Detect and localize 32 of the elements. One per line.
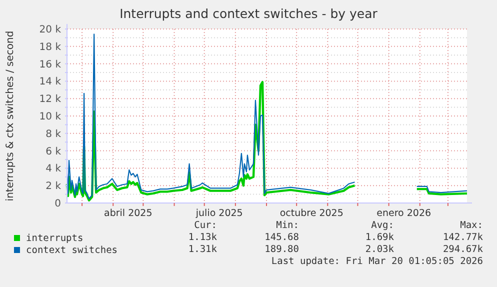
y-tick-label: 16 k	[39, 59, 62, 70]
chart-title: Interrupts and context switches - by year	[120, 6, 378, 21]
text: 1.69k	[365, 232, 394, 243]
x-tick-label: enero 2026	[376, 208, 432, 219]
text: 189.80	[264, 244, 300, 255]
legend-label: interrupts	[26, 233, 84, 244]
y-tick-label: 12 k	[39, 94, 62, 106]
y-tick-label: 20 k	[39, 24, 62, 36]
y-tick-label: 10 k	[39, 112, 62, 122]
x-tick-label: julio 2025	[194, 208, 243, 219]
legend-label: context switches	[26, 245, 118, 256]
y-tick-label: 0	[54, 198, 61, 210]
x-tick-label: octubre 2025	[280, 208, 344, 219]
y-tick-label: 2 k	[46, 181, 62, 192]
text: 1.31k	[188, 244, 218, 255]
y-tick-label: 4 k	[46, 164, 62, 175]
x-tick-label: abril 2025	[104, 208, 152, 219]
y-tick-label: 6 k	[46, 146, 62, 158]
y-axis-title: interrupts & ctx switches / second	[5, 30, 16, 202]
text: 294.67k	[442, 244, 484, 255]
text: 2.03k	[365, 244, 394, 255]
text: 145.68	[264, 232, 300, 243]
text: Min:	[276, 220, 299, 231]
text: Cur:	[194, 220, 217, 231]
text: Max:	[460, 220, 483, 231]
y-tick-label: 8 k	[46, 128, 62, 140]
text: Avg:	[371, 220, 394, 231]
y-tick-label: 18 k	[39, 42, 62, 53]
y-tick-label: 14 k	[39, 76, 62, 88]
text: 1.13k	[188, 232, 218, 243]
text: Last update: Fri Mar 20 01:05:05 2026	[271, 256, 484, 267]
text: 142.77k	[442, 232, 484, 243]
